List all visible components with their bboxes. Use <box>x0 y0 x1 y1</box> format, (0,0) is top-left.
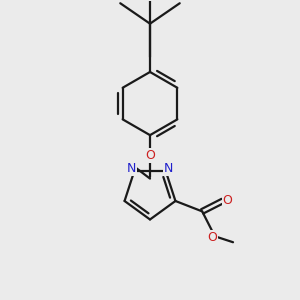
Text: O: O <box>208 231 218 244</box>
Text: N: N <box>127 162 136 175</box>
Text: O: O <box>222 194 232 208</box>
Text: N: N <box>164 162 173 175</box>
Text: O: O <box>145 149 155 162</box>
